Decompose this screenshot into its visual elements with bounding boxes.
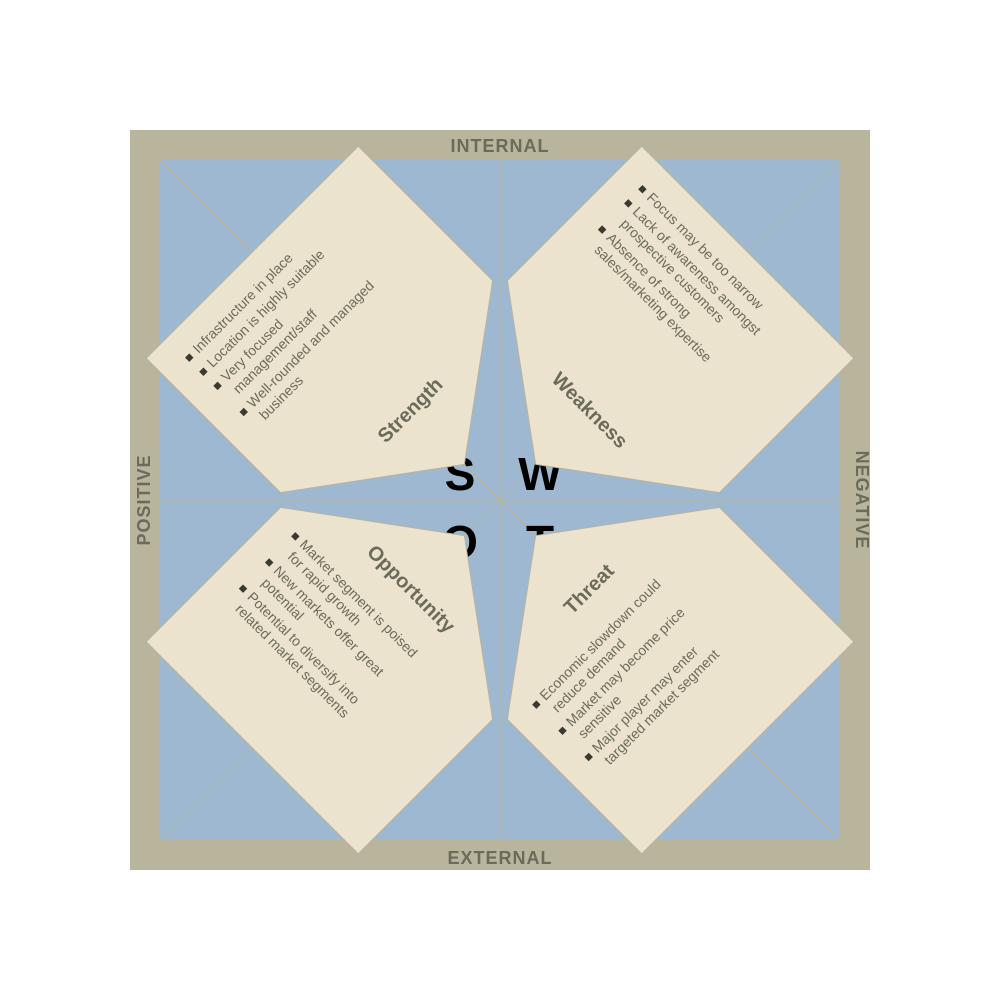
axis-label-bottom: EXTERNAL [447, 848, 552, 868]
axis-label-left: POSITIVE [134, 454, 154, 545]
swot-diagram: INTERNAL EXTERNAL POSITIVE NEGATIVE S W … [0, 0, 1000, 1000]
axis-label-top: INTERNAL [451, 136, 550, 156]
axis-label-right: NEGATIVE [852, 451, 872, 550]
